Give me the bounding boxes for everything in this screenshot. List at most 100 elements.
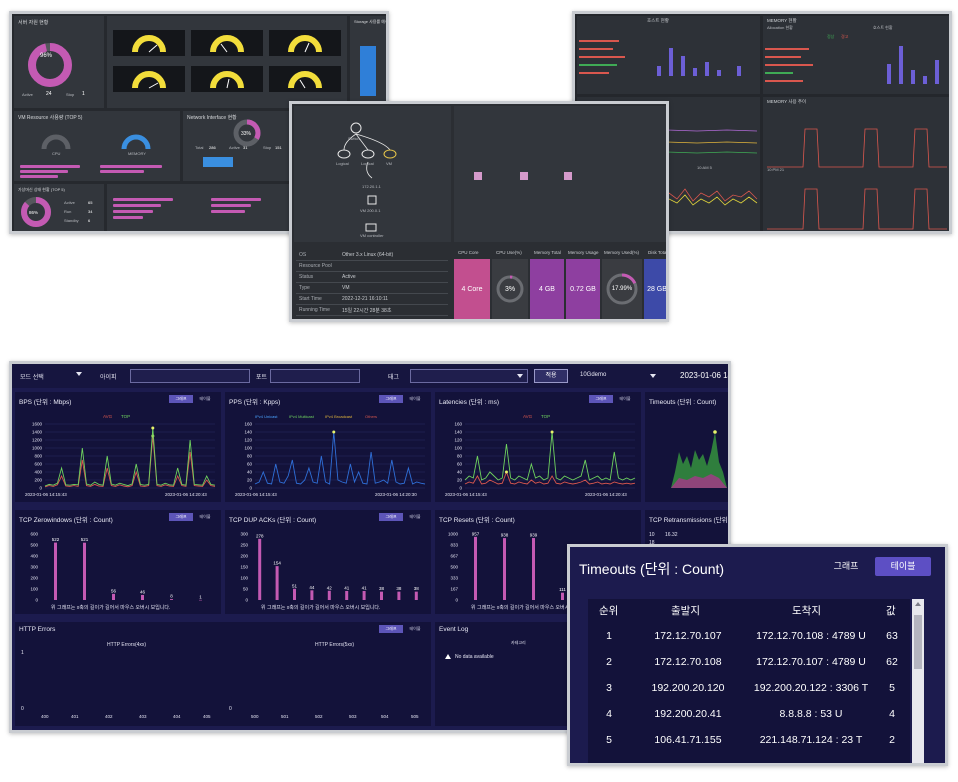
- bar-data-label: 521: [81, 537, 89, 542]
- rank-cell: 5: [606, 734, 612, 746]
- port-label: 포트: [256, 375, 268, 381]
- event-log-title: Event Log: [439, 626, 469, 633]
- table-toggle[interactable]: 테이블: [409, 396, 421, 401]
- zerowindows-bar-chart: 0 100 200 300 400 500 600 522 521 56 46 8 1: [30, 532, 202, 603]
- y-tick-label: 1000: [32, 446, 43, 451]
- http-tick: 402: [105, 714, 113, 719]
- demo-select[interactable]: 10Gdemo: [580, 372, 607, 378]
- graph-toggle[interactable]: 그래프: [589, 395, 613, 403]
- net-bar: [203, 157, 233, 167]
- table-button[interactable]: 테이블: [875, 557, 931, 576]
- warning-icon: [445, 654, 451, 659]
- stop-label: Stop: [66, 92, 75, 97]
- port-input[interactable]: [270, 369, 360, 383]
- stat-label: Memory Total: [534, 250, 561, 255]
- bar: [532, 538, 535, 600]
- pps-title: PPS (단위 : Kpps): [229, 399, 281, 406]
- latency-line-chart: 0 20 40 60 80 100 120 140 160: [454, 422, 636, 491]
- y-tick-label: 0: [459, 486, 462, 491]
- y-tick-label: 300: [240, 532, 248, 537]
- info-row: Running Time 15일 22시간 28분 38초: [296, 305, 448, 316]
- gauge-tile: [113, 66, 185, 92]
- time-tick: 10:AM 5: [697, 165, 712, 170]
- vm-cubes: [474, 172, 572, 180]
- vm-run: 34: [88, 209, 93, 214]
- graph-toggle[interactable]: 그래프: [379, 625, 403, 633]
- demo-dropdown-icon: [650, 374, 656, 378]
- y-tick-label: 140: [454, 430, 462, 435]
- http-tick: 502: [315, 714, 323, 719]
- y-tick-label: 1200: [32, 438, 43, 443]
- y-tick-label: 50: [243, 587, 249, 592]
- destination-cell: 192.200.20.122 : 3306 T: [753, 682, 869, 694]
- memory-bars: [765, 46, 939, 84]
- graph-toggle[interactable]: 그래프: [379, 395, 403, 403]
- storage-panel: Storage 사용률 예측: [350, 16, 386, 108]
- bar-data-label: 51: [292, 583, 298, 588]
- http-y-zero: 0: [21, 706, 24, 712]
- table-row[interactable]: 4 192.200.20.41 8.8.8.8 : 53 U 4: [588, 703, 910, 729]
- table-row[interactable]: 1 172.12.70.107 172.12.70.108 : 4789 U 6…: [588, 625, 910, 651]
- bar-data-label: 41: [362, 585, 368, 590]
- stop2-val: 151: [275, 145, 282, 150]
- y-tick-label: 1400: [32, 430, 43, 435]
- stat-label: CPU Use(%): [496, 250, 522, 255]
- memory-title: MEMORY 현황: [767, 18, 797, 23]
- table-toggle[interactable]: 테이블: [619, 396, 631, 401]
- graph-toggle[interactable]: 그래프: [379, 513, 403, 521]
- retrans-title: TCP Retransmissions (단위: [649, 517, 728, 524]
- scrollbar-thumb[interactable]: [914, 615, 922, 669]
- ip-input[interactable]: [130, 369, 250, 383]
- dupacks-bar-chart: 0 50 100 150 200 250 300 278 154 51 44 42 41 41 38 38 38: [240, 532, 420, 603]
- rank-cell: 3: [606, 682, 612, 694]
- value-cell: 5: [889, 682, 895, 694]
- bar-data-label: 38: [414, 586, 420, 591]
- network-pct: 33%: [241, 131, 252, 137]
- timeouts-table: 순위 출발지 도착지 값 1 172.12.70.107 172.12.70.1…: [588, 599, 910, 763]
- graph-toggle[interactable]: 그래프: [169, 395, 193, 403]
- gauge-tile: [191, 30, 263, 56]
- bar: [141, 594, 144, 600]
- bar: [397, 591, 401, 600]
- cpu-label: CPU: [52, 151, 61, 156]
- cpu-panel: 서버 자원 현황 96% Active 24 Stop 1: [14, 16, 104, 108]
- y-tick-label: 20: [247, 478, 253, 483]
- table-toggle[interactable]: 테이블: [199, 396, 211, 401]
- table-toggle[interactable]: 테이블: [199, 514, 211, 519]
- table-row[interactable]: 2 172.12.70.108 172.12.70.107 : 4789 U 6…: [588, 651, 910, 677]
- scroll-up-icon[interactable]: [915, 602, 921, 606]
- tag-select[interactable]: [410, 369, 528, 383]
- table-toggle[interactable]: 테이블: [409, 514, 421, 519]
- topology-node-label: VM controller: [360, 233, 384, 238]
- info-value: 2022-12-21 16:10:11: [342, 296, 389, 302]
- stat-mem-used-value: 17.99%: [611, 286, 633, 292]
- latency-title: Latencies (단위 : ms): [439, 399, 500, 406]
- bar: [414, 591, 418, 600]
- http-tick: 405: [203, 714, 211, 719]
- tag-label: 태그: [388, 375, 400, 381]
- y-tick-label: 1000: [448, 532, 459, 537]
- graph-toggle[interactable]: 그래프: [169, 513, 193, 521]
- mode-dropdown-icon[interactable]: [76, 372, 82, 376]
- retrans-value: 10: [649, 532, 655, 538]
- http-5xx-title: HTTP Errors(5xx): [315, 642, 355, 648]
- http-tick: 401: [71, 714, 79, 719]
- table-row[interactable]: 3 192.200.20.120 192.200.20.122 : 3306 T…: [588, 677, 910, 703]
- info-row: Status Active: [296, 272, 448, 283]
- bar-data-label: 38: [379, 586, 385, 591]
- series-line-top: [464, 431, 636, 481]
- info-row: Start Time 2022-12-21 16:10:11: [296, 294, 448, 305]
- bar-data-label: 38: [396, 586, 402, 591]
- table-row[interactable]: 5 106.41.71.155 221.148.71.124 : 23 T 2: [588, 729, 910, 755]
- table-scrollbar[interactable]: [912, 599, 924, 763]
- dupacks-panel: TCP DUP ACKs (단위 : Count) 그래프 테이블 0 50 100…: [225, 510, 431, 614]
- table-toggle[interactable]: 테이블: [409, 626, 421, 631]
- graph-button[interactable]: 그래프: [833, 561, 859, 571]
- source-cell: 192.200.20.120: [651, 682, 725, 694]
- bar-data-label: 56: [111, 588, 117, 593]
- vm-bar: [113, 204, 161, 207]
- apply-button[interactable]: 적용: [534, 369, 568, 383]
- bar: [275, 566, 279, 600]
- bar-data-label: 46: [140, 589, 146, 594]
- value-cell: 4: [889, 708, 895, 720]
